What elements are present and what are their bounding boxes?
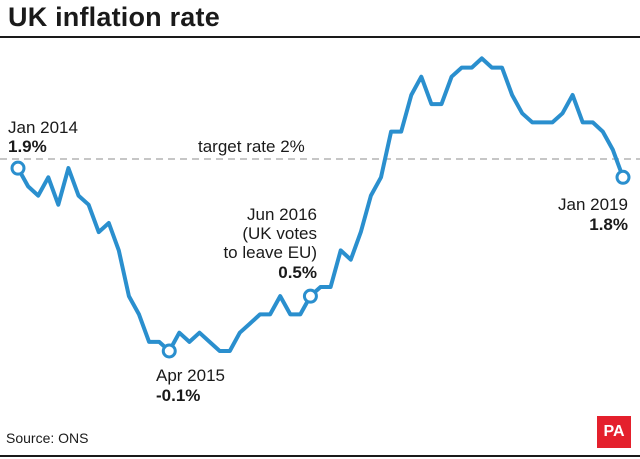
annotation-jan-2014-date: Jan 2014 — [8, 118, 78, 137]
source-note: Source: ONS — [6, 430, 89, 446]
annotation-jun-2016-note-2: to leave EU) — [223, 243, 317, 262]
annotation-jun-2016-value: 0.5% — [278, 263, 317, 282]
target-rate-label: target rate 2% — [198, 137, 305, 156]
marker-jan-2014 — [10, 160, 26, 176]
annotation-jun-2016-date: Jun 2016 — [247, 205, 317, 224]
marker-apr-2015 — [161, 343, 177, 359]
marker-jan-2019 — [615, 169, 631, 185]
inflation-series-line — [16, 56, 625, 353]
title-rule — [0, 36, 640, 38]
annotation-apr-2015-value: -0.1% — [156, 386, 200, 405]
pa-logo: PA — [597, 416, 631, 448]
annotation-jan-2019-date: Jan 2019 — [558, 195, 628, 214]
annotation-apr-2015-date: Apr 2015 — [156, 366, 225, 385]
annotation-jan-2019-value: 1.8% — [589, 215, 628, 234]
chart-title: UK inflation rate — [8, 2, 220, 32]
marker-jun-2016 — [302, 288, 318, 304]
annotation-jun-2016-note-1: (UK votes — [242, 224, 317, 243]
annotation-jan-2014-value: 1.9% — [8, 137, 47, 156]
footer-rule — [0, 455, 640, 457]
